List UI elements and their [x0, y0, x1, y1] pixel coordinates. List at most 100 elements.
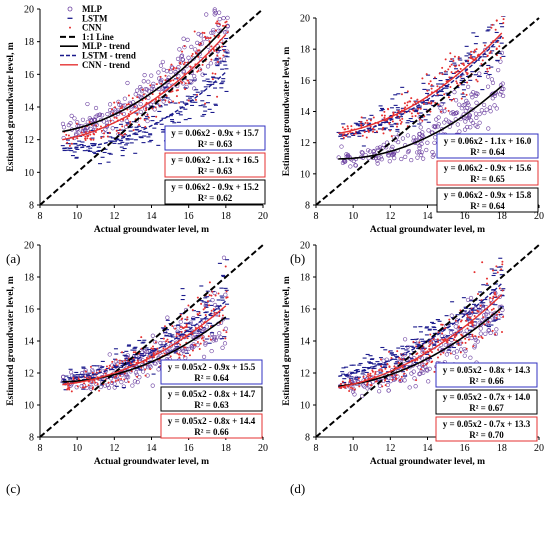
- data-point: [111, 366, 114, 369]
- data-point: [377, 383, 383, 388]
- data-point: [468, 295, 474, 301]
- data-point: [69, 113, 74, 118]
- data-point: [452, 59, 455, 62]
- data-point: [478, 331, 483, 336]
- r-squared: R² = 0.63: [198, 139, 233, 149]
- data-point: [208, 281, 211, 284]
- data-point: [485, 84, 491, 89]
- data-point: [495, 317, 498, 320]
- data-point: [178, 356, 181, 359]
- data-point: [208, 61, 213, 66]
- data-point: [500, 307, 505, 313]
- r-squared: R² = 0.62: [198, 193, 233, 203]
- data-point: [201, 354, 207, 359]
- data-point: [196, 341, 199, 344]
- data-point: [489, 77, 495, 82]
- data-point: [112, 112, 115, 115]
- data-point: [390, 144, 395, 149]
- equation-box-border: [160, 386, 263, 412]
- data-point: [176, 77, 179, 80]
- data-point: [106, 385, 112, 390]
- scatter-series-cnn: [341, 16, 505, 139]
- data-point: [492, 269, 495, 272]
- y-tick-label: 8: [305, 201, 310, 212]
- x-tick-label: 16: [460, 211, 470, 222]
- data-point: [453, 336, 456, 339]
- data-point: [208, 294, 211, 297]
- data-point: [380, 365, 383, 368]
- data-point: [411, 369, 416, 374]
- data-point: [415, 155, 420, 160]
- data-point: [89, 365, 92, 368]
- data-point: [433, 370, 436, 373]
- equation-box-cnn: y = 0.06x2 - 0.9x + 15.2R² = 0.62: [164, 179, 266, 205]
- data-point: [452, 90, 457, 95]
- equation-box-lstm: y = 0.05x2 - 0.8x + 14.7R² = 0.63: [160, 386, 263, 412]
- data-point: [122, 96, 127, 101]
- data-point: [358, 385, 361, 388]
- trend-equation: y = 0.05x2 - 0.8x + 14.7: [168, 389, 256, 399]
- data-point: [87, 384, 90, 387]
- data-point: [78, 378, 81, 381]
- x-tick-label: 8: [38, 443, 43, 454]
- y-tick-label: 20: [24, 5, 34, 16]
- data-point: [418, 341, 421, 344]
- data-point: [473, 93, 479, 98]
- data-point: [222, 329, 225, 332]
- data-point: [213, 311, 216, 314]
- y-tick-label: 12: [300, 138, 310, 149]
- data-point: [446, 348, 451, 354]
- data-point: [448, 65, 451, 68]
- data-point: [221, 314, 224, 317]
- data-point: [394, 366, 397, 369]
- data-point: [129, 110, 132, 113]
- data-point: [370, 384, 373, 387]
- y-tick-label: 18: [24, 37, 34, 48]
- data-point: [457, 69, 460, 72]
- data-point: [216, 54, 219, 57]
- data-point: [204, 12, 209, 17]
- data-point: [185, 323, 188, 326]
- panel-label: (c): [6, 481, 20, 496]
- data-point: [399, 122, 402, 125]
- data-point: [479, 108, 484, 113]
- data-point: [414, 115, 417, 118]
- data-point: [473, 51, 476, 54]
- trend-line-cnn: [338, 294, 503, 389]
- data-point: [218, 335, 223, 340]
- data-point: [442, 351, 445, 354]
- data-point: [471, 333, 474, 336]
- y-tick-label: 16: [300, 305, 310, 316]
- data-point: [415, 150, 420, 155]
- data-point: [374, 373, 377, 376]
- data-point: [378, 155, 383, 160]
- chart-panel-c: 8 10 12 14 16 18 20 8 10 12 14 16 18 20 Actual groundw…: [6, 241, 268, 497]
- data-point: [466, 81, 469, 84]
- data-point: [348, 389, 351, 392]
- data-point: [201, 325, 204, 328]
- data-point: [462, 102, 467, 107]
- data-point: [142, 93, 145, 96]
- data-point: [75, 122, 78, 125]
- data-point: [430, 84, 433, 87]
- data-point: [436, 122, 441, 127]
- data-point: [92, 138, 95, 141]
- data-point: [84, 385, 87, 388]
- data-point: [95, 371, 98, 374]
- data-point: [203, 306, 206, 309]
- equation-box-border: [164, 152, 266, 178]
- data-point: [175, 95, 178, 98]
- data-point: [177, 47, 182, 52]
- data-point: [146, 113, 149, 116]
- trend-equation: y = 0.06x2 - 0.9x + 15.8: [444, 190, 532, 200]
- r-squared: R² = 0.66: [469, 376, 504, 386]
- data-point: [384, 384, 387, 387]
- data-point: [466, 313, 469, 316]
- data-point: [160, 59, 165, 65]
- data-point: [403, 111, 406, 114]
- data-point: [185, 318, 188, 321]
- data-point: [146, 365, 151, 370]
- data-point: [475, 339, 480, 344]
- r-squared: R² = 0.64: [194, 373, 229, 383]
- data-point: [79, 384, 84, 389]
